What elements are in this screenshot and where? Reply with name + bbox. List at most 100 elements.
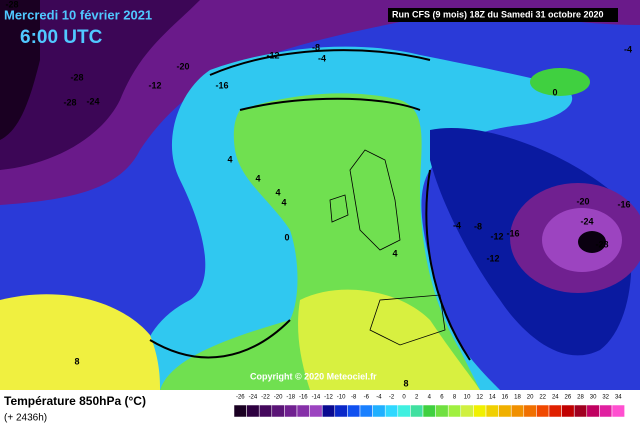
colorbar-tick-label: 32 [602, 395, 609, 401]
colorbar-tick-label: 24 [552, 395, 559, 401]
contour-label: -28 [595, 239, 608, 249]
colorbar-swatch [599, 404, 613, 418]
contour-label: 4 [392, 248, 397, 258]
coastline [329, 149, 446, 346]
colorbar-swatch [561, 404, 575, 418]
contour-label: -20 [176, 61, 189, 71]
contour-label: -4 [453, 220, 461, 230]
colorbar-swatch [460, 404, 474, 418]
contour-label: -16 [215, 80, 228, 90]
contour-label: 4 [255, 173, 260, 183]
colorbar-swatch [271, 404, 285, 418]
colorbar-tick-label: 12 [476, 395, 483, 401]
colorbar-tick-label: -16 [299, 395, 308, 401]
colorbar-swatch [523, 404, 537, 418]
contour-label: -12 [486, 253, 499, 263]
colorbar-tick-label: 18 [514, 395, 521, 401]
colorbar-tick-label: -24 [249, 395, 258, 401]
colorbar-tick-label: 26 [565, 395, 572, 401]
colorbar-swatch [321, 404, 336, 418]
colorbar-swatch [548, 404, 562, 418]
colorbar-tick-label: -20 [274, 395, 283, 401]
colorbar-tick-label: -18 [286, 395, 295, 401]
colorbar-swatch [447, 404, 462, 418]
colorbar: -26 -24 -22 -20 -18 -16 -14 -12 -10 -8 -6 -4 -2 0 2 4 6 8… [233, 395, 625, 418]
colorbar-swatch [309, 404, 323, 418]
colorbar-swatch [246, 404, 260, 418]
colorbar-swatch [384, 404, 399, 418]
time: 6:00 UTC [20, 27, 103, 48]
colorbar-swatch [334, 404, 348, 418]
colorbar-swatch [359, 404, 373, 418]
colorbar-tick-label: -22 [261, 395, 270, 401]
contour-label: 4 [275, 187, 280, 197]
colorbar-swatch [498, 404, 512, 418]
colorbar-swatch [258, 404, 273, 418]
contour-label: 4 [227, 154, 232, 164]
contour-label: -28 [63, 97, 76, 107]
colorbar-tick-label: 20 [527, 395, 534, 401]
colorbar-tick-label: 28 [577, 395, 584, 401]
colorbar-swatch [284, 404, 298, 418]
contour-label: -20 [576, 196, 589, 206]
contour-label: 0 [284, 232, 289, 242]
contour-label: -12 [148, 80, 161, 90]
contour-label: -4 [318, 53, 326, 63]
very-cold-zone [0, 0, 200, 170]
contour-label: 4 [281, 197, 286, 207]
colorbar-tick-label: 30 [590, 395, 597, 401]
colorbar-tick-label: -14 [312, 395, 321, 401]
contour-label: -24 [86, 96, 99, 106]
run-box [388, 8, 618, 22]
contour-label: 8 [403, 378, 408, 388]
colorbar-tick-label: 16 [502, 395, 509, 401]
colorbar-tick-label: -2 [389, 395, 395, 401]
colorbar-tick-label: 8 [453, 395, 457, 401]
colorbar-swatch [410, 404, 424, 418]
colorbar-swatch [233, 404, 247, 418]
colorbar-tick-label: 6 [440, 395, 444, 401]
colorbar-tick-label: 10 [464, 395, 471, 401]
contour-label: -16 [506, 228, 519, 238]
contour-label: 0 [552, 87, 557, 97]
colorbar-swatch [372, 404, 386, 418]
contour-label: -12 [266, 50, 279, 60]
colorbar-swatch [573, 404, 588, 418]
contour-label: -24 [580, 216, 593, 226]
warm-zone-west [0, 294, 160, 390]
colorbar-swatch [397, 404, 411, 418]
colorbar-swatch [485, 404, 499, 418]
copyright: Copyright © 2020 Meteociel.fr [250, 371, 377, 381]
colorbar-swatch [510, 404, 525, 418]
colorbar-tick-label: -6 [364, 395, 370, 401]
colorbar-tick-label: 14 [489, 395, 496, 401]
colorbar-tick-label: 0 [402, 395, 406, 401]
contour-label: -16 [617, 199, 630, 209]
lead-time: (+ 2436h) [4, 413, 47, 424]
colorbar-swatch [473, 404, 487, 418]
colorbar-tick-label: -12 [324, 395, 333, 401]
coldest-zone [0, 0, 40, 140]
colorbar-swatch [536, 404, 550, 418]
arctic-patch [530, 68, 590, 96]
colorbar-tick-label: 22 [539, 395, 546, 401]
colorbar-swatch [586, 404, 600, 418]
colorbar-swatch [435, 404, 449, 418]
colorbar-swatch [611, 404, 625, 418]
cold-pool-core [578, 231, 606, 253]
colorbar-tick-label: -4 [376, 395, 382, 401]
colorbar-swatch [347, 404, 361, 418]
colorbar-tick-label: 34 [615, 395, 622, 401]
cold-zone [0, 0, 640, 205]
colorbar-tick-label: 4 [428, 395, 432, 401]
colorbar-tick-label: -8 [351, 395, 357, 401]
colorbar-tick-label: 2 [415, 395, 419, 401]
colorbar-tick-label: -10 [337, 395, 346, 401]
contour-label: -4 [624, 44, 632, 54]
run-info: Run CFS (9 mois) 18Z du Samedi 31 octobr… [392, 9, 604, 19]
contour-label: -12 [490, 231, 503, 241]
colorbar-swatch [296, 404, 310, 418]
date: Mercredi 10 février 2021 [4, 7, 152, 22]
